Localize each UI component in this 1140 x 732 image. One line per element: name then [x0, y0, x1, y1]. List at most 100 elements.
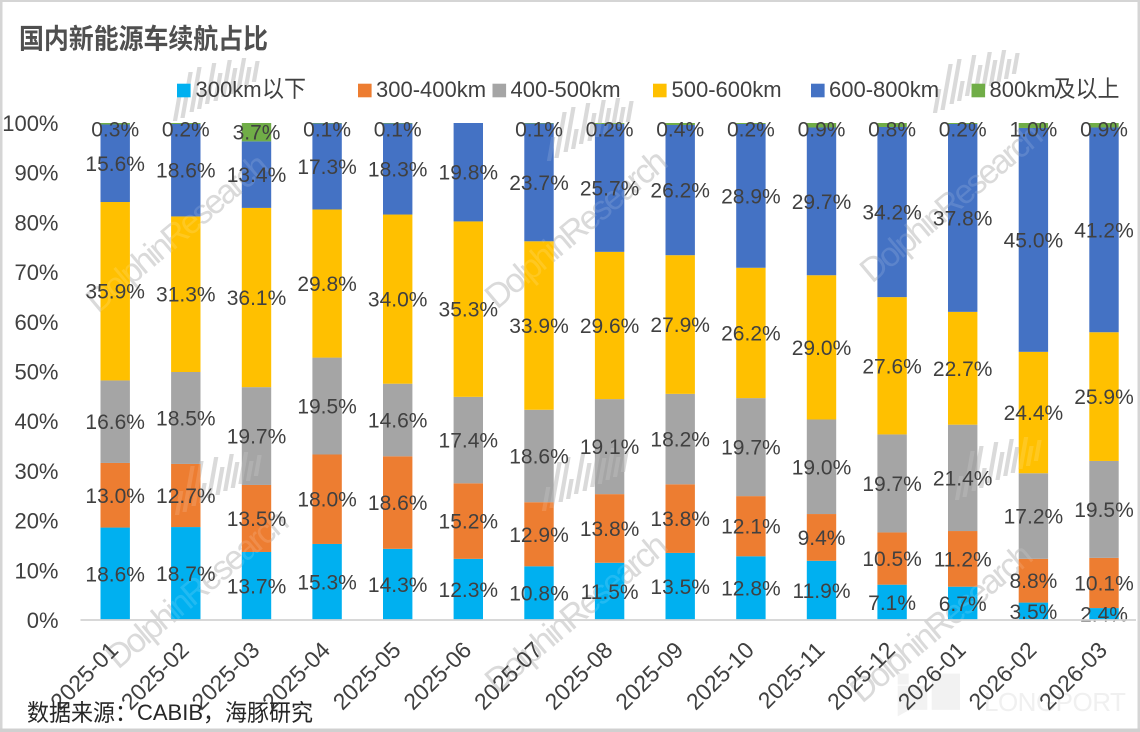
svg-text:12.1%: 12.1% [721, 516, 781, 539]
svg-text:25.7%: 25.7% [580, 177, 640, 200]
svg-text:0.9%: 0.9% [1080, 119, 1128, 142]
svg-text:70%: 70% [14, 260, 58, 285]
svg-text:13.4%: 13.4% [227, 164, 287, 187]
svg-text:19.7%: 19.7% [721, 437, 781, 460]
svg-text:600-800km: 600-800km [829, 77, 939, 102]
svg-text:0.3%: 0.3% [91, 119, 139, 142]
svg-text:500-600km: 500-600km [672, 77, 782, 102]
svg-text:34.0%: 34.0% [368, 289, 428, 312]
svg-text:27.6%: 27.6% [862, 355, 922, 378]
svg-text:0.1%: 0.1% [515, 119, 563, 142]
svg-text:26.2%: 26.2% [650, 180, 710, 203]
svg-text:19.0%: 19.0% [792, 456, 852, 479]
svg-text:45.0%: 45.0% [1004, 229, 1064, 252]
svg-text:CABIB: CABIB [137, 700, 203, 725]
svg-text:29.0%: 29.0% [792, 337, 852, 360]
svg-text:17.4%: 17.4% [439, 430, 499, 453]
svg-text:1.0%: 1.0% [1009, 119, 1057, 142]
svg-text:33.9%: 33.9% [509, 315, 569, 338]
svg-text:29.7%: 29.7% [792, 191, 852, 214]
svg-text:300-400km: 300-400km [376, 77, 486, 102]
svg-text:12.3%: 12.3% [439, 579, 499, 602]
svg-text:36.1%: 36.1% [227, 287, 287, 310]
svg-text:19.7%: 19.7% [862, 473, 922, 496]
svg-text:0%: 0% [27, 608, 59, 633]
svg-text:29.6%: 29.6% [580, 315, 640, 338]
svg-text:28.9%: 28.9% [721, 185, 781, 208]
svg-text:18.2%: 18.2% [650, 429, 710, 452]
svg-text:90%: 90% [14, 161, 58, 186]
svg-text:19.8%: 19.8% [439, 162, 499, 185]
svg-text:35.3%: 35.3% [439, 299, 499, 322]
svg-text:13.7%: 13.7% [227, 576, 287, 599]
svg-text:19.7%: 19.7% [227, 426, 287, 449]
svg-text:15.3%: 15.3% [297, 572, 357, 595]
svg-text:31.3%: 31.3% [156, 284, 216, 307]
svg-text:41.2%: 41.2% [1074, 219, 1134, 242]
svg-text:15.6%: 15.6% [85, 153, 145, 176]
svg-text:18.6%: 18.6% [156, 160, 216, 183]
svg-text:400-500km: 400-500km [511, 77, 621, 102]
svg-text:0.4%: 0.4% [656, 119, 704, 142]
svg-text:17.3%: 17.3% [297, 156, 357, 179]
svg-text:19.5%: 19.5% [297, 396, 357, 419]
svg-text:16.6%: 16.6% [85, 411, 145, 434]
svg-text:80%: 80% [14, 210, 58, 235]
svg-text:22.7%: 22.7% [933, 358, 993, 381]
svg-text:10%: 10% [14, 558, 58, 583]
svg-text:40%: 40% [14, 409, 58, 434]
svg-text:18.7%: 18.7% [156, 563, 216, 586]
svg-text:34.2%: 34.2% [862, 202, 922, 225]
svg-text:300km: 300km [196, 77, 262, 102]
svg-text:10.1%: 10.1% [1074, 573, 1134, 596]
svg-text:13.5%: 13.5% [227, 508, 287, 531]
svg-text:0.1%: 0.1% [303, 119, 351, 142]
svg-text:18.6%: 18.6% [85, 563, 145, 586]
svg-text:10.5%: 10.5% [862, 548, 922, 571]
svg-text:20%: 20% [14, 509, 58, 534]
svg-text:13.0%: 13.0% [85, 485, 145, 508]
svg-text:60%: 60% [14, 310, 58, 335]
svg-text:35.9%: 35.9% [85, 281, 145, 304]
svg-text:14.6%: 14.6% [368, 410, 428, 433]
svg-text:26.2%: 26.2% [721, 322, 781, 345]
svg-text:800km: 800km [990, 77, 1056, 102]
svg-text:18.0%: 18.0% [297, 489, 357, 512]
svg-text:18.3%: 18.3% [368, 159, 428, 182]
svg-text:15.2%: 15.2% [439, 511, 499, 534]
svg-text:100%: 100% [2, 111, 58, 136]
svg-text:12.8%: 12.8% [721, 578, 781, 601]
svg-text:6.7%: 6.7% [939, 593, 987, 616]
svg-text:17.2%: 17.2% [1004, 506, 1064, 529]
svg-text:0.1%: 0.1% [374, 119, 422, 142]
svg-text:18.6%: 18.6% [509, 446, 569, 469]
svg-text:11.9%: 11.9% [793, 580, 851, 603]
svg-text:19.1%: 19.1% [580, 436, 640, 459]
svg-text:0.2%: 0.2% [939, 119, 987, 142]
svg-text:10.8%: 10.8% [509, 583, 569, 606]
svg-text:18.5%: 18.5% [156, 408, 216, 431]
svg-text:23.7%: 23.7% [509, 172, 569, 195]
svg-text:12.9%: 12.9% [509, 524, 569, 547]
svg-text:0.2%: 0.2% [162, 119, 210, 142]
svg-text:24.4%: 24.4% [1004, 402, 1064, 425]
svg-text:0.9%: 0.9% [798, 119, 846, 142]
svg-text:19.5%: 19.5% [1074, 499, 1134, 522]
svg-text:13.8%: 13.8% [580, 518, 640, 541]
svg-text:25.9%: 25.9% [1074, 386, 1134, 409]
svg-text:LONGPORT: LONGPORT [984, 687, 1126, 717]
svg-text:0.2%: 0.2% [586, 119, 634, 142]
svg-text:3.5%: 3.5% [1009, 601, 1057, 624]
svg-text:30%: 30% [14, 459, 58, 484]
svg-text:13.8%: 13.8% [650, 508, 710, 531]
svg-text:3.7%: 3.7% [233, 122, 281, 145]
svg-text:11.5%: 11.5% [581, 581, 639, 604]
svg-text:2.4%: 2.4% [1080, 604, 1128, 627]
svg-text:50%: 50% [14, 360, 58, 385]
svg-text:29.8%: 29.8% [297, 273, 357, 296]
svg-text:9.4%: 9.4% [798, 527, 846, 550]
svg-text:0.2%: 0.2% [727, 119, 775, 142]
svg-text:0.8%: 0.8% [868, 119, 916, 142]
svg-text:37.8%: 37.8% [933, 207, 993, 230]
svg-text:18.6%: 18.6% [368, 492, 428, 515]
